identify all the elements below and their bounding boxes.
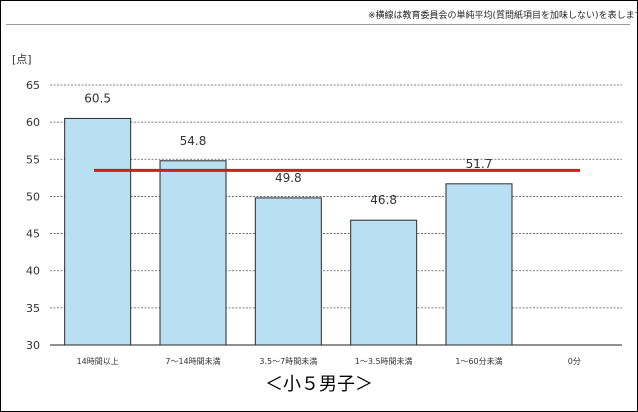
chart-note: ※横線は教育委員会の単純平均(質問紙項目を加味しない)を表します [368, 11, 638, 21]
data-label: 49.8 [275, 171, 302, 185]
bar [159, 160, 227, 346]
x-tick-label: 1～60分未満 [455, 356, 502, 366]
x-tick-label: 7～14時間未満 [165, 356, 220, 366]
x-axis-ticks: 14時間以上 7～14時間未満 3.5～7時間未満 1～3.5時間未満 1～60分未満 0… [77, 356, 581, 366]
header-divider [6, 24, 630, 25]
data-label: 54.8 [180, 134, 207, 148]
y-tick-label: 55 [26, 153, 40, 166]
bars [64, 117, 513, 346]
x-tick-label: 0分 [568, 357, 581, 366]
bar [445, 183, 513, 346]
data-labels: 60.5 54.8 49.8 46.8 51.7 [84, 91, 492, 207]
y-tick-label: 40 [26, 265, 40, 278]
y-tick-label: 30 [26, 339, 40, 352]
bar [350, 219, 418, 346]
x-tick-label: 3.5～7時間未満 [259, 356, 317, 366]
y-tick-label: 50 [26, 190, 40, 203]
grid-lines [50, 84, 622, 346]
data-label: 46.8 [370, 193, 397, 207]
y-axis-unit-label: [点] [12, 53, 32, 66]
data-label: 51.7 [466, 157, 493, 171]
y-tick-label: 35 [26, 302, 40, 315]
data-label: 60.5 [84, 91, 111, 105]
y-axis-ticks: 30 35 40 45 50 55 60 65 [26, 79, 40, 352]
x-tick-label: 1～3.5時間未満 [355, 356, 413, 366]
x-tick-label: 14時間以上 [77, 357, 119, 366]
y-tick-label: 65 [26, 79, 40, 92]
y-tick-label: 60 [26, 116, 40, 129]
chart-caption: ＜小５男子＞ [265, 374, 373, 395]
y-tick-label: 45 [26, 228, 40, 241]
bar [254, 197, 322, 346]
bar [64, 117, 132, 346]
